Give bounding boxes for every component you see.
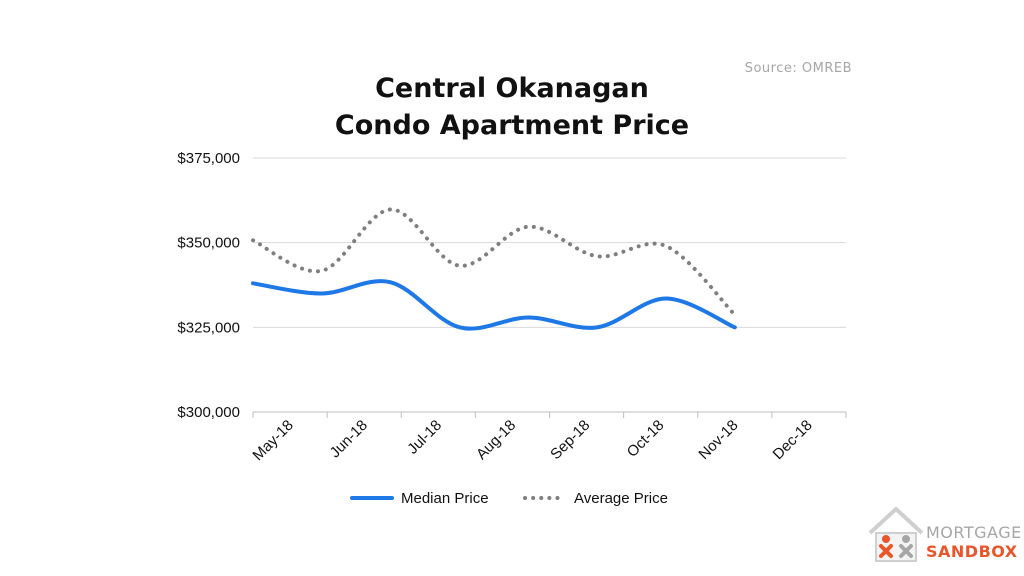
mortgage-sandbox-logo: MORTGAGE SANDBOX — [868, 505, 1022, 567]
x-axis — [252, 411, 847, 418]
y-axis-tick-labels: $300,000 $325,000 $350,000 $375,000 — [177, 150, 240, 421]
x-tick-label: Dec-18 — [770, 417, 816, 463]
series-line-median-price — [251, 279, 737, 331]
x-tick-label: Oct-18 — [624, 417, 668, 461]
legend-label: Median Price — [401, 490, 489, 507]
source-note: Source: OMREB — [744, 61, 852, 76]
legend: Median Price Average Price — [350, 490, 668, 507]
y-tick-label: $350,000 — [177, 235, 240, 252]
x-tick-label: Nov-18 — [695, 417, 741, 463]
series-lines — [251, 207, 737, 331]
logo-text-sandbox: SANDBOX — [926, 542, 1018, 561]
x-tick-label: Jul-18 — [404, 417, 445, 458]
y-tick-label: $300,000 — [177, 404, 240, 421]
x-axis-tick-labels: May-18 Jun-18 Jul-18 Aug-18 Sep-18 Oct-18 Nov-… — [249, 417, 815, 464]
chart-title: Central Okanagan Condo Apartment Price — [262, 70, 762, 144]
chart-title-line1: Central Okanagan — [375, 73, 649, 104]
x-tick-label: May-18 — [249, 417, 296, 464]
house-icon — [868, 507, 924, 562]
x-tick-label: Aug-18 — [473, 417, 519, 463]
chart-title-line2: Condo Apartment Price — [334, 110, 690, 141]
legend-label: Average Price — [574, 490, 668, 507]
y-tick-label: $375,000 — [177, 150, 240, 167]
x-tick-label: Jun-18 — [327, 417, 371, 461]
logo-text-mortgage: MORTGAGE — [926, 523, 1022, 542]
x-tick-label: Sep-18 — [547, 417, 593, 463]
gridlines — [253, 157, 846, 328]
y-tick-label: $325,000 — [177, 319, 240, 336]
